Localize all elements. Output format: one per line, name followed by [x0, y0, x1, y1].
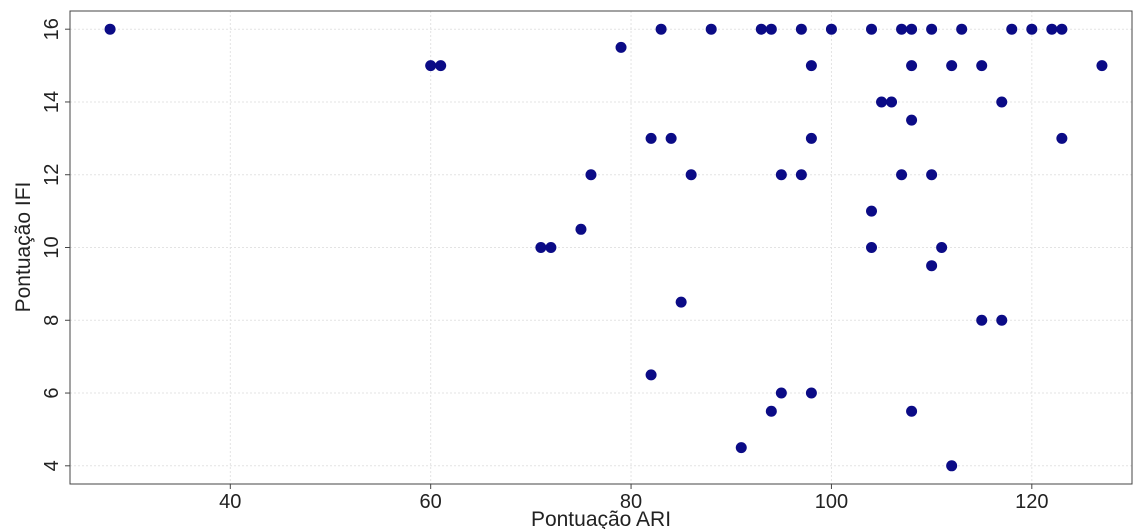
data-point — [996, 314, 1008, 326]
x-tick-label: 120 — [1015, 491, 1048, 513]
data-point — [825, 23, 837, 35]
y-axis-title: Pontuação IFI — [12, 182, 35, 313]
data-point — [876, 96, 888, 108]
data-point — [435, 60, 447, 72]
data-point — [866, 205, 878, 217]
data-point — [705, 23, 717, 35]
data-point — [795, 23, 807, 35]
data-point — [675, 296, 687, 308]
data-point — [906, 60, 918, 72]
data-point — [805, 132, 817, 144]
data-point — [665, 132, 677, 144]
data-point — [645, 369, 657, 381]
data-point — [735, 442, 747, 454]
data-point — [906, 23, 918, 35]
data-point — [1096, 60, 1108, 72]
y-tick-label: 12 — [41, 164, 63, 186]
data-point — [1046, 23, 1058, 35]
data-point — [425, 60, 437, 72]
x-tick-label: 100 — [815, 491, 848, 513]
data-point — [1056, 132, 1068, 144]
data-point — [1056, 23, 1068, 35]
data-point — [896, 23, 908, 35]
data-point — [906, 405, 918, 417]
data-point — [956, 23, 968, 35]
data-point — [926, 169, 938, 181]
data-point — [805, 60, 817, 72]
x-tick-label: 80 — [620, 491, 642, 513]
data-point — [1006, 23, 1018, 35]
gridlines — [70, 11, 1132, 484]
data-point — [866, 242, 878, 253]
data-point — [886, 96, 898, 108]
data-point — [535, 242, 547, 253]
data-point — [926, 260, 938, 272]
y-tick-label: 4 — [41, 460, 63, 471]
y-tick-label: 14 — [41, 91, 63, 113]
data-point — [775, 169, 787, 181]
data-point — [996, 96, 1008, 108]
data-point — [765, 405, 777, 417]
data-point — [805, 387, 817, 399]
data-point — [976, 314, 988, 326]
axis-ticks: 40 60 80 100 120 4 6 8 10 12 14 16 — [41, 18, 1048, 513]
data-point — [685, 169, 697, 181]
data-point — [906, 114, 918, 126]
x-tick-label: 40 — [219, 491, 241, 513]
data-point — [946, 60, 958, 72]
data-point — [936, 242, 948, 253]
data-point — [795, 169, 807, 181]
plot-frame — [69, 10, 1133, 485]
data-point — [976, 60, 988, 72]
data-points — [104, 23, 1108, 472]
y-tick-label: 8 — [41, 315, 63, 326]
y-tick-label: 16 — [41, 18, 63, 40]
x-tick-label: 60 — [420, 491, 442, 513]
data-point — [775, 387, 787, 399]
data-point — [765, 23, 777, 35]
data-point — [575, 223, 587, 235]
data-point — [1026, 23, 1038, 35]
y-tick-label: 10 — [41, 236, 63, 258]
data-point — [104, 23, 116, 35]
y-tick-label: 6 — [41, 387, 63, 398]
data-point — [946, 460, 958, 472]
x-axis-title: Pontuação ARI — [531, 508, 671, 529]
data-point — [755, 23, 767, 35]
data-point — [926, 23, 938, 35]
data-point — [545, 242, 557, 253]
data-point — [615, 41, 627, 53]
data-point — [866, 23, 878, 35]
data-point — [655, 23, 667, 35]
data-point — [645, 132, 657, 144]
data-point — [585, 169, 597, 181]
data-point — [896, 169, 908, 181]
